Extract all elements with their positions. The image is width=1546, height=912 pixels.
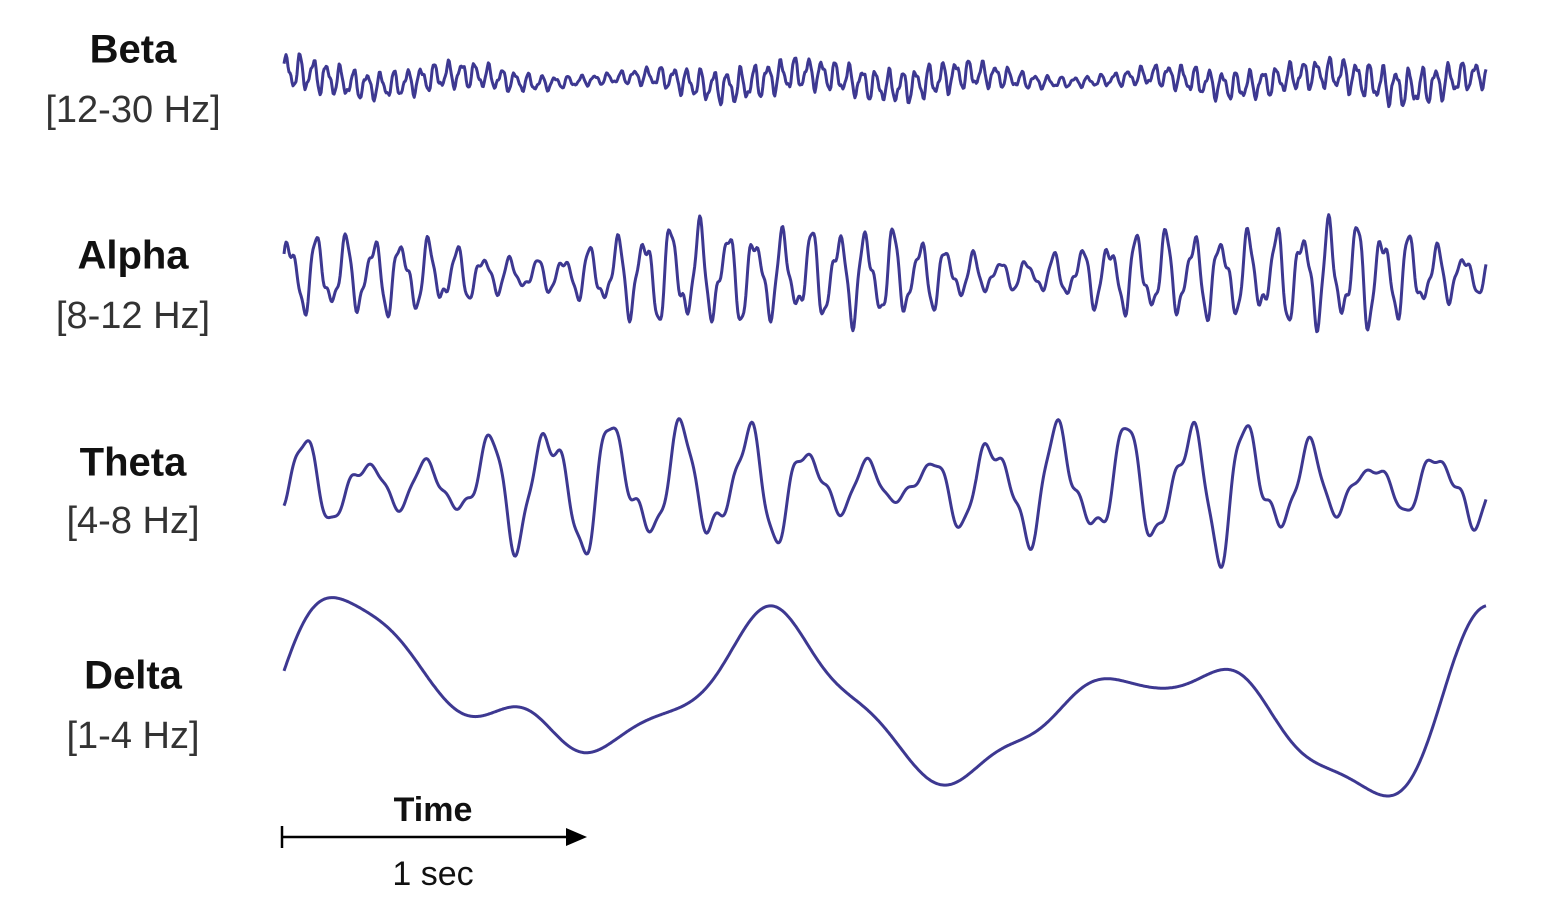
wave-name: Theta	[80, 441, 187, 485]
scale-label: 1 sec	[392, 855, 473, 893]
arrow-head	[566, 828, 587, 846]
wave-band: [12-30 Hz]	[45, 89, 220, 131]
time-scale: Time 1 sec	[280, 791, 587, 893]
wave-name: Beta	[90, 28, 177, 72]
wave-band: [8-12 Hz]	[56, 295, 210, 337]
wave-name: Delta	[84, 654, 183, 698]
wave-name: Alpha	[77, 234, 189, 278]
time-label: Time	[394, 791, 473, 829]
waveform	[282, 52, 1488, 109]
waveform	[282, 596, 1487, 798]
waveform	[282, 417, 1488, 569]
waveforms	[282, 52, 1488, 798]
wave-band: [1-4 Hz]	[66, 715, 199, 757]
labels: Beta [12-30 Hz] Alpha [8-12 Hz] Theta [4-8 Hz…	[45, 28, 220, 757]
waveform	[282, 213, 1488, 334]
wave-band: [4-8 Hz]	[66, 500, 199, 542]
